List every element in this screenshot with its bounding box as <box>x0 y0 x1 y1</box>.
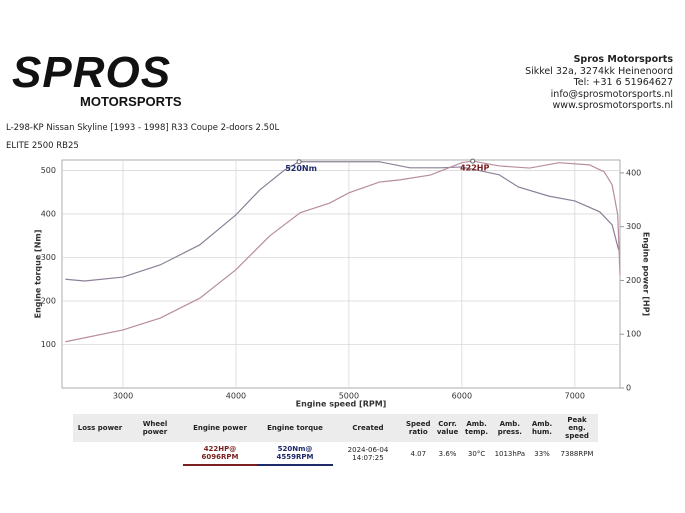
y-tick-label: 400 <box>41 209 56 218</box>
y2-tick-label: 400 <box>626 168 641 177</box>
summary-table: Loss power Wheel power Engine power Engi… <box>73 414 599 466</box>
table-cell: 3.6% <box>438 449 457 458</box>
plot-frame <box>61 159 621 389</box>
table-header: Amb. temp. <box>461 414 492 442</box>
table-cell: 2024-06-04 14:07:25 <box>347 445 389 462</box>
table-header: Engine power <box>183 414 257 442</box>
table-header: Corr. value <box>433 414 462 442</box>
y-tick-label: 500 <box>41 166 56 175</box>
x-tick-label: 3000 <box>113 392 133 401</box>
chart: Engine speed [RPM] Engine torque [Nm] En… <box>34 158 651 409</box>
y-axis-title: Engine torque [Nm] <box>34 230 43 319</box>
x-tick-label: 7000 <box>565 392 585 401</box>
vehicle-line: L-298-KP Nissan Skyline [1993 - 1998] R3… <box>6 123 280 133</box>
vehicle-line: ELITE 2500 RB25 <box>6 141 79 151</box>
table-header: Speed ratio <box>403 414 434 442</box>
table-cell: 33% <box>534 449 550 458</box>
table-header: Amb. press. <box>491 414 529 442</box>
table-cell: 4.07 <box>410 449 427 458</box>
company-line: Sikkel 32a, 3274kk Heinenoord <box>525 65 673 77</box>
table-header: Created <box>333 414 403 442</box>
y-tick-label: 200 <box>41 296 56 305</box>
y-tick-label: 100 <box>41 340 56 349</box>
table-header: Wheel power <box>127 414 183 442</box>
y-tick-label: 300 <box>41 253 56 262</box>
table-cell: 422HP@ 6096RPM <box>183 442 257 466</box>
table-cell: 7388RPM <box>560 449 594 458</box>
peak-marker <box>470 158 476 164</box>
x-tick-label: 5000 <box>339 392 359 401</box>
logo-subtitle: MOTORSPORTS <box>80 94 182 109</box>
y2-tick-label: 0 <box>626 384 631 393</box>
company-line: www.sprosmotorsports.nl <box>552 100 673 111</box>
company-line: Tel: +31 6 51964627 <box>573 77 673 88</box>
company-info: Spros Motorsports Sikkel 32a, 3274kk Hei… <box>525 54 673 112</box>
y2-tick-label: 100 <box>626 330 641 339</box>
logo-title: SPROS <box>12 48 172 97</box>
table-header: Peak eng. speed <box>556 414 599 442</box>
table-cell: 1013hPa <box>494 449 526 458</box>
y2-axis-title: Engine power [HP] <box>642 232 651 316</box>
table-cell: 30°C <box>467 449 486 458</box>
series-line <box>65 160 621 343</box>
peak-label: 422HP <box>460 164 489 173</box>
x-tick-label: 4000 <box>226 392 246 401</box>
table-cell: 520Nm@ 4559RPM <box>257 442 333 466</box>
x-axis-title: Engine speed [RPM] <box>296 400 387 409</box>
peak-marker <box>296 159 302 165</box>
company-line: Spros Motorsports <box>573 54 673 65</box>
company-line: info@sprosmotorsports.nl <box>550 88 673 100</box>
y2-tick-label: 200 <box>626 276 641 285</box>
table-header: Loss power <box>73 414 127 442</box>
series-line <box>65 161 620 282</box>
x-tick-label: 6000 <box>452 392 472 401</box>
peak-label: 520Nm <box>285 164 317 173</box>
table-header: Amb. hum. <box>528 414 557 442</box>
table-header: Engine torque <box>257 414 333 442</box>
y2-tick-label: 300 <box>626 222 641 231</box>
